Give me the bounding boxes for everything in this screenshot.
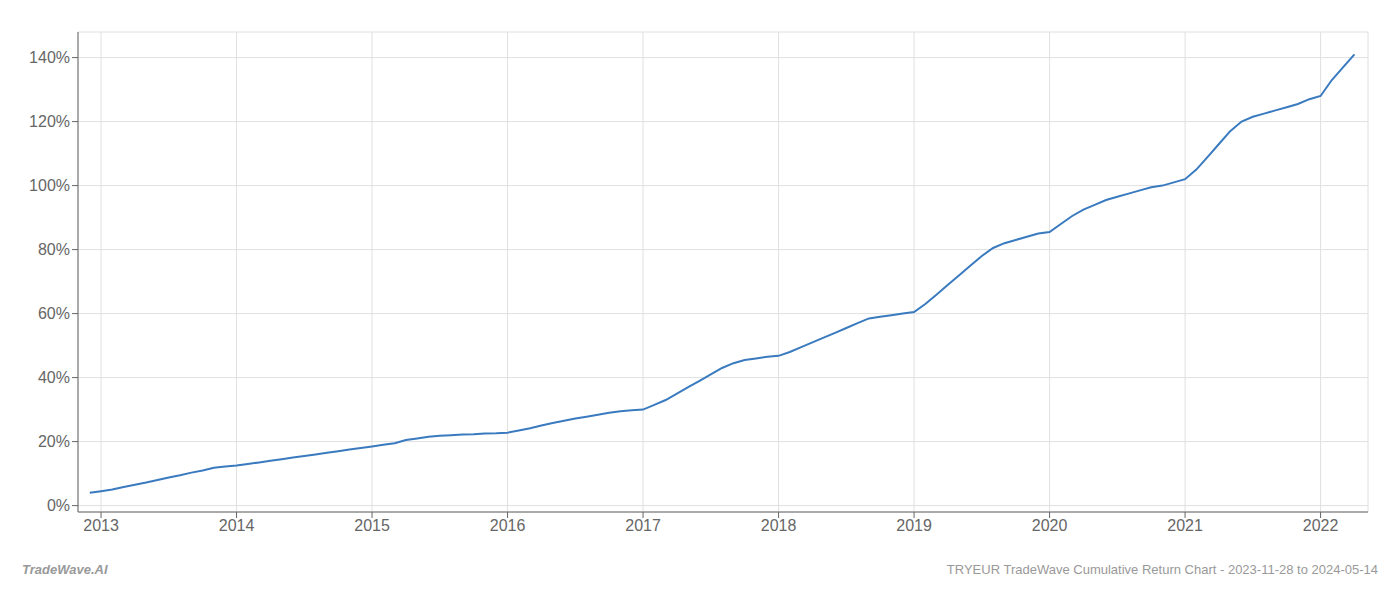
svg-text:2016: 2016: [490, 517, 526, 534]
svg-text:2015: 2015: [354, 517, 390, 534]
html-text:TradeWave.AI: TradeWave.AI: [22, 562, 108, 577]
svg-text:2017: 2017: [625, 517, 661, 534]
svg-text:2013: 2013: [83, 517, 119, 534]
svg-text:0%: 0%: [47, 497, 70, 514]
svg-text:2022: 2022: [1303, 517, 1339, 534]
svg-text:2019: 2019: [896, 517, 932, 534]
svg-text:100%: 100%: [29, 177, 70, 194]
html-text:TRYEUR TradeWave Cumulative Re: TRYEUR TradeWave Cumulative Return Chart…: [946, 562, 1378, 577]
svg-text:140%: 140%: [29, 49, 70, 66]
svg-text:60%: 60%: [38, 305, 70, 322]
svg-text:2014: 2014: [219, 517, 255, 534]
svg-text:40%: 40%: [38, 369, 70, 386]
svg-text:80%: 80%: [38, 241, 70, 258]
svg-text:2021: 2021: [1167, 517, 1203, 534]
svg-text:120%: 120%: [29, 113, 70, 130]
svg-text:2018: 2018: [761, 517, 797, 534]
svg-text:20%: 20%: [38, 433, 70, 450]
svg-text:2020: 2020: [1032, 517, 1068, 534]
